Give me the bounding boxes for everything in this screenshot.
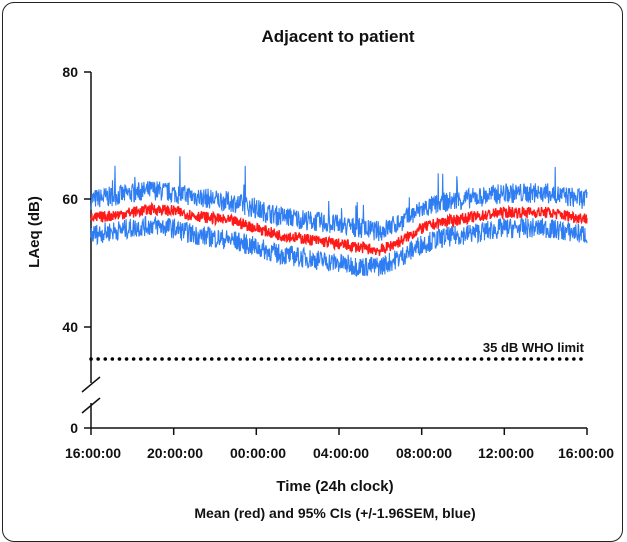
x-tick-label-4: 08:00:00 [396,445,452,461]
axis-break-mark-2 [81,397,101,414]
x-tick-label-5: 12:00:00 [478,445,534,461]
who-limit-label: 35 dB WHO limit [483,340,585,355]
x-tick-label-2: 00:00:00 [230,445,286,461]
series-line-upper-ci [90,156,588,242]
x-tick-label-6: 16:00:00 [558,445,614,461]
x-tick-label-0: 16:00:00 [65,445,121,461]
chart-svg: Adjacent to patient 80 60 40 0 LAeq (dB)… [26,27,614,521]
series-line-mean [90,201,588,256]
x-axis-label: Time (24h clock) [276,478,393,495]
axis-break-mark-1 [81,376,101,393]
series-group [90,156,588,278]
chart-caption: Mean (red) and 95% CIs (+/-1.96SEM, blue… [194,505,475,521]
x-tick-label-1: 20:00:00 [147,445,203,461]
y-tick-label-60: 60 [62,191,78,207]
x-tick-label-3: 04:00:00 [313,445,369,461]
y-tick-label-80: 80 [62,64,78,80]
x-ticks [90,428,588,435]
chart-title: Adjacent to patient [261,27,414,46]
y-axis-label: LAeq (dB) [26,196,43,268]
y-tick-label-40: 40 [62,319,78,335]
series-line-lower-ci [90,215,588,278]
y-tick-label-0: 0 [70,420,78,436]
